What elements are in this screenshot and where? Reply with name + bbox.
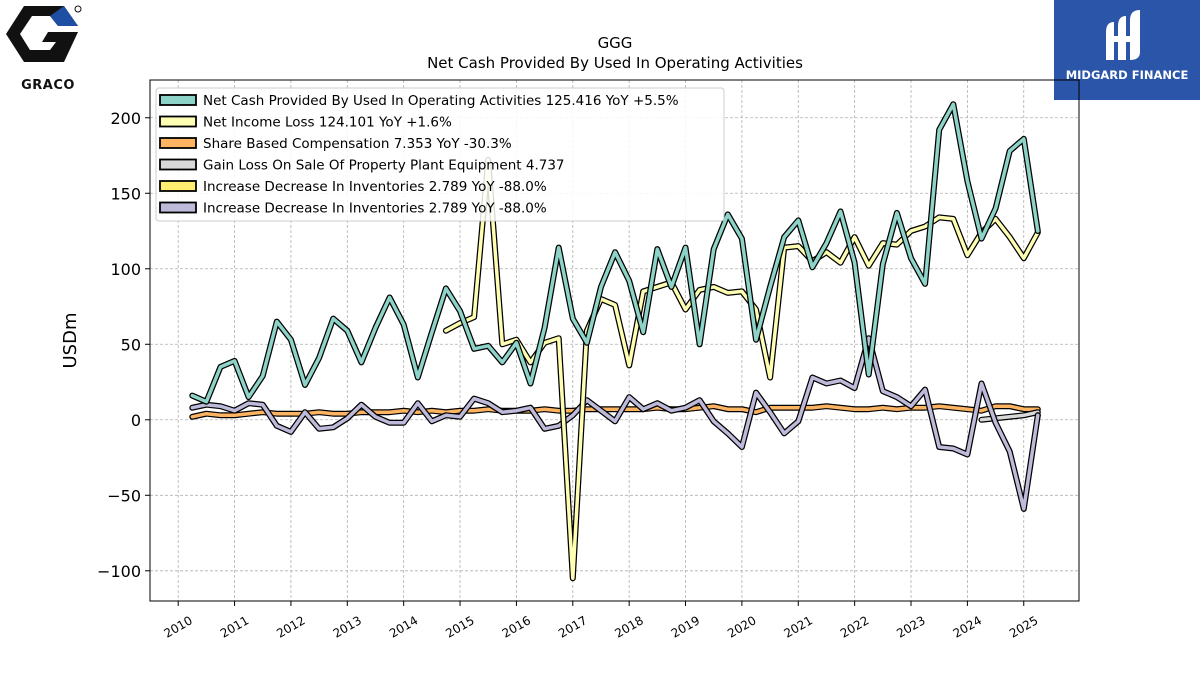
y-tick-label: 50 bbox=[121, 335, 141, 354]
y-tick-label: −100 bbox=[97, 562, 141, 581]
series-3-line bbox=[979, 410, 1040, 422]
legend-box bbox=[155, 87, 725, 222]
legend-label: Gain Loss On Sale Of Property Plant Equi… bbox=[203, 158, 565, 174]
x-tick-label: 2017 bbox=[556, 613, 589, 640]
x-tick-label: 2014 bbox=[387, 613, 420, 640]
series-5-line bbox=[190, 336, 1040, 511]
x-tick-label: 2013 bbox=[331, 613, 364, 640]
legend-label: Share Based Compensation 7.353 YoY -30.3… bbox=[203, 136, 512, 152]
series-0-line bbox=[190, 102, 1040, 404]
legend-swatch bbox=[159, 94, 197, 106]
x-tick-label: 2012 bbox=[274, 613, 307, 640]
x-tick-label: 2016 bbox=[500, 613, 533, 640]
midgard-emblem-icon bbox=[1106, 10, 1140, 60]
y-tick-label: 100 bbox=[110, 260, 141, 279]
plot-frame bbox=[149, 79, 1080, 602]
legend-label: Increase Decrease In Inventories 2.789 Y… bbox=[203, 179, 547, 195]
graco-emblem-icon bbox=[6, 5, 82, 62]
y-tick-label: 200 bbox=[110, 109, 141, 128]
x-tick-label: 2022 bbox=[838, 613, 871, 640]
x-tick-label: 2011 bbox=[218, 613, 251, 640]
chart-ticker: GGG bbox=[598, 34, 633, 52]
y-tick-label: 0 bbox=[131, 411, 141, 430]
legend-swatch bbox=[159, 137, 197, 149]
series-layer bbox=[189, 101, 1041, 582]
x-tick-label: 2025 bbox=[1007, 613, 1040, 640]
midgard-finance-logo: MIDGARD FINANCE bbox=[1054, 0, 1200, 100]
x-tick-label: 2018 bbox=[612, 613, 645, 640]
series-1-line bbox=[444, 158, 1040, 581]
legend: Net Cash Provided By Used In Operating A… bbox=[155, 87, 725, 222]
series-2-line bbox=[190, 404, 1040, 419]
legend-swatch bbox=[159, 201, 197, 214]
legend-swatch bbox=[159, 180, 197, 192]
x-tick-label: 2023 bbox=[894, 613, 927, 640]
y-tick-label: 150 bbox=[110, 184, 141, 203]
x-tick-label: 2020 bbox=[725, 613, 758, 640]
x-tick-label: 2019 bbox=[669, 613, 702, 640]
x-tick-label: 2015 bbox=[443, 613, 476, 640]
chart-title: Net Cash Provided By Used In Operating A… bbox=[427, 54, 803, 72]
x-tick-label: 2010 bbox=[161, 613, 194, 640]
y-axis-label: USDm bbox=[60, 313, 81, 369]
legend-swatch bbox=[159, 158, 197, 171]
x-tick-label: 2024 bbox=[951, 613, 984, 640]
x-tick-label: 2021 bbox=[782, 613, 815, 640]
y-tick-label: −50 bbox=[107, 486, 141, 505]
legend-swatch bbox=[159, 115, 197, 128]
legend-label: Net Income Loss 124.101 YoY +1.6% bbox=[203, 115, 452, 131]
graco-logo: GRACO bbox=[4, 4, 84, 93]
graco-logo-text: GRACO bbox=[21, 78, 75, 93]
midgard-logo-text: MIDGARD FINANCE bbox=[1065, 68, 1189, 82]
legend-label: Increase Decrease In Inventories 2.789 Y… bbox=[203, 201, 547, 217]
legend-label: Net Cash Provided By Used In Operating A… bbox=[203, 93, 679, 109]
